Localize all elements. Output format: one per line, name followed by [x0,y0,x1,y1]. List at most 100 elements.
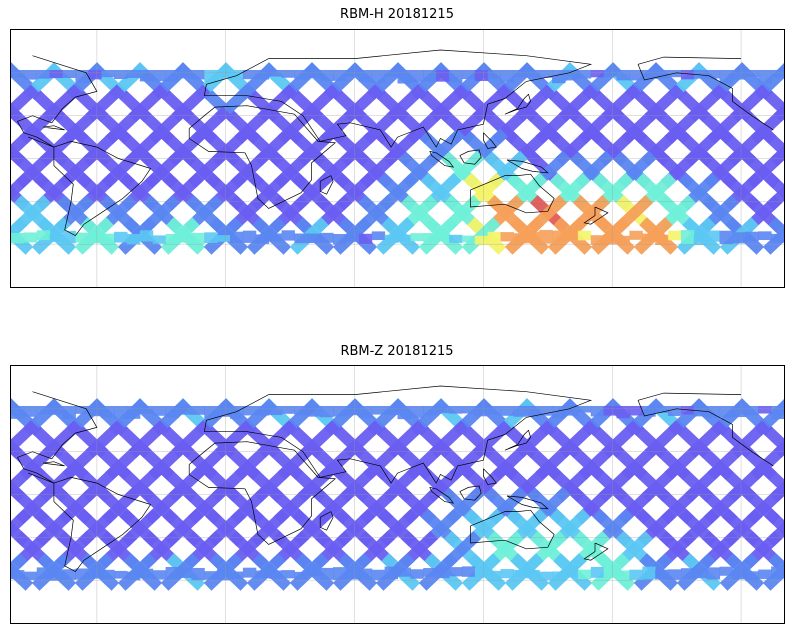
coastline-n-america [16,55,98,148]
polar-band-cell [552,69,566,84]
polar-band-cell [410,233,424,242]
coastline-borneo [459,485,482,501]
polar-band-cell [281,405,295,414]
polar-band-cell [758,569,772,579]
polar-band-cell [268,233,283,242]
polar-band-cell [217,69,231,77]
polar-band-cell [668,69,682,78]
polar-band-cell [771,69,784,78]
polar-band-cell [539,405,553,416]
polar-band-cell [449,69,463,83]
polar-band-cell [577,405,592,413]
swath-segment [11,464,35,496]
polar-band-cell [436,566,450,579]
polar-band-cell [88,69,102,80]
polar-band-cell [745,231,759,242]
polar-band-cell [668,405,682,416]
polar-band-cell [564,565,579,578]
polar-band-cell [88,230,102,244]
polar-band-cell [642,566,656,580]
polar-band-cell [680,568,695,579]
polar-band-cell [358,405,373,418]
polar-band-cell [590,566,605,578]
coastlines [16,385,774,573]
polar-band-cell [217,405,231,417]
polar-band-cell [371,69,386,84]
polar-band-cell [320,232,334,243]
polar-band-cell [333,234,347,245]
polar-band-cell [255,570,270,579]
polar-band-cell [680,69,695,80]
polar-band-cell [500,405,514,416]
polar-band-cell [526,405,540,417]
polar-band-cell [36,69,51,79]
polar-band-cell [49,571,64,581]
polar-band-cell [268,570,283,579]
polar-band-cell [758,69,772,84]
polar-band-cell [49,234,64,242]
polar-band-cell [758,231,772,241]
polar-band-cell [436,405,450,414]
polar-band-cell [603,405,618,416]
polar-band-cell [719,405,733,418]
polar-band-cell [345,69,360,77]
map-rbm-z-plot [11,366,784,623]
polar-band-cell [500,569,514,579]
polar-band-cell [693,69,708,79]
coastline-philippines [483,468,497,485]
polar-band-cell [268,69,283,77]
coastline-africa [188,441,337,545]
polar-band-cell [191,567,205,581]
polar-band-cell [461,405,476,414]
polar-band-cell [745,69,759,78]
gridlines [11,366,784,623]
coastline-philippines [483,132,497,149]
polar-band-cell [449,405,463,414]
polar-band-cell [616,69,630,81]
polar-band-cell [732,405,746,418]
polar-band-cell [564,69,579,81]
polar-band-cell [230,69,244,80]
polar-band-cell [758,405,772,414]
map-rbm-z [10,365,785,624]
polar-band-cell [255,405,270,416]
polar-band-cell [668,569,682,580]
polar-band-cell [204,69,218,83]
polar-band-cell [294,69,308,80]
polar-band-cell [255,234,270,244]
polar-band-cell [62,569,76,580]
polar-band-cell [242,230,257,243]
polar-band-cell [616,405,630,419]
coastline-australia [470,173,555,214]
polar-band-cell [732,232,746,244]
polar-band-cell [603,234,618,245]
polar-band-cell [706,405,721,418]
coastline-madagascar [319,511,334,531]
polar-band-cell [152,69,167,82]
swath-segment [11,553,28,577]
swath-segment [764,172,784,200]
polar-band-cell [693,235,708,246]
polar-band-cell [603,566,618,578]
polar-band-cell [358,568,373,581]
polar-band-cell [552,230,566,243]
polar-band-cell [126,69,141,78]
polar-band-cell [165,233,179,245]
polar-band-cell [204,232,218,244]
coastline-japan [504,93,531,115]
polar-band-cell [719,69,733,84]
polar-band-cell [577,230,592,241]
polar-band-cell [423,568,437,577]
polar-band-cell [706,69,721,79]
polar-band-cell [500,232,514,242]
polar-band-cell [242,69,257,80]
polar-band-cell [461,69,476,80]
coastline-new-guinea [506,495,549,510]
polar-band-cell [655,69,669,79]
polar-band-cell [178,405,192,415]
polar-band-cell [345,566,360,580]
polar-band-cell [281,570,295,579]
coastline-sumatra [429,487,455,504]
polar-band-cell [410,569,424,579]
swath-segment [761,464,784,495]
